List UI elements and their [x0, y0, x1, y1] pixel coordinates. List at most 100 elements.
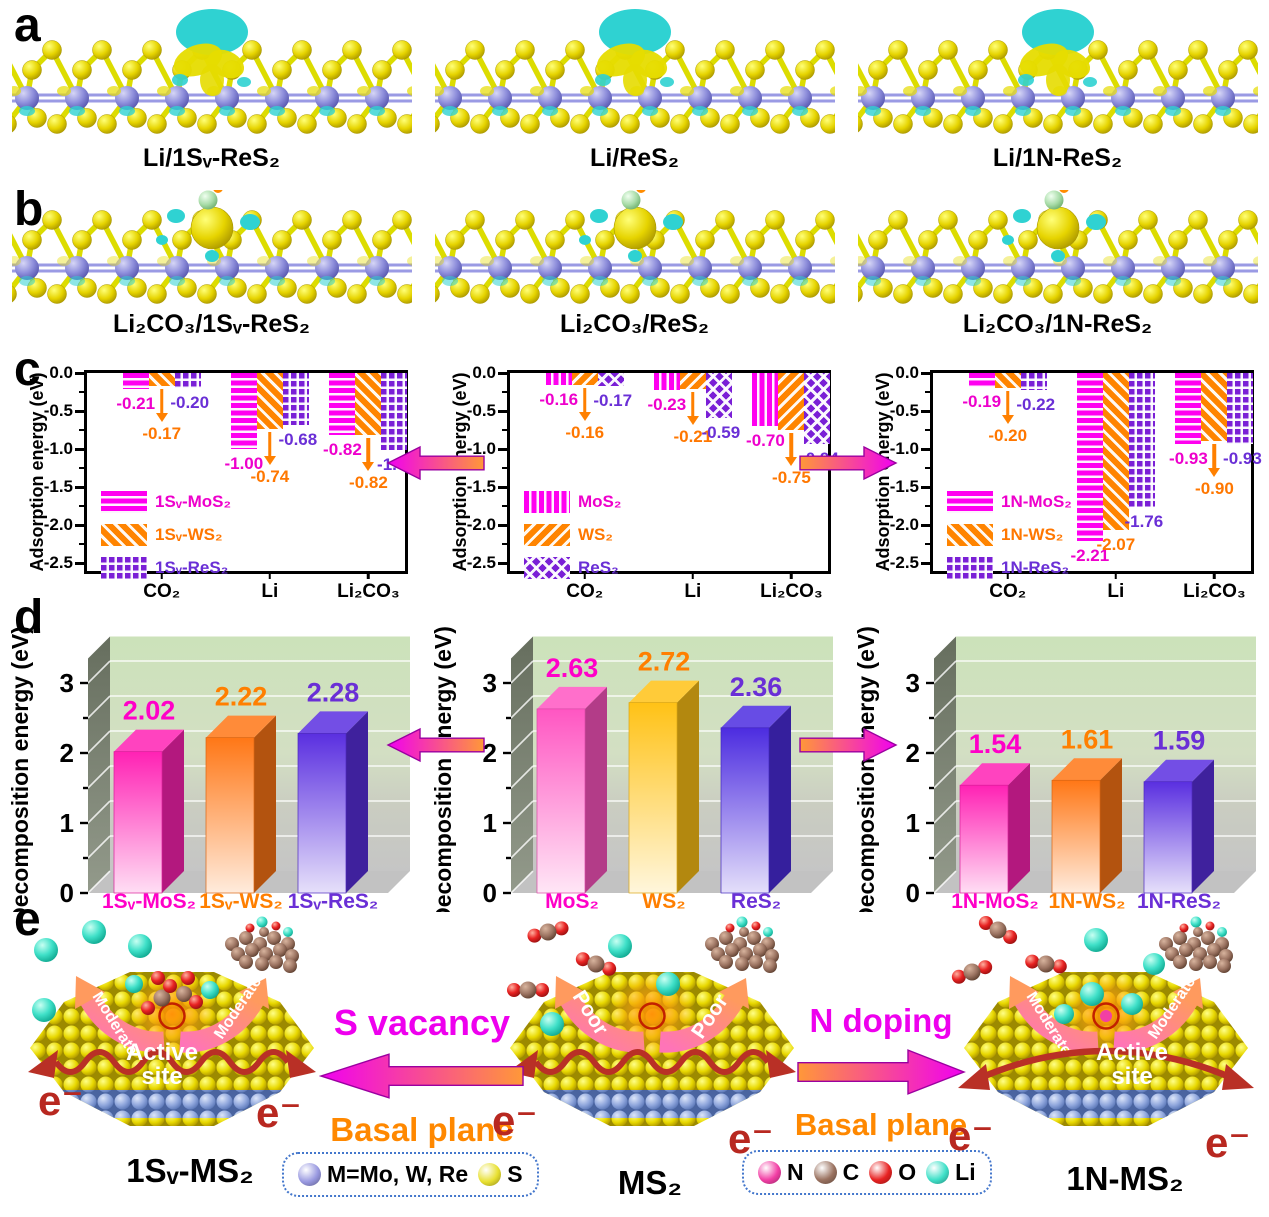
legend-entry-label: 1Sᵥ-ReS₂	[155, 558, 229, 577]
transform-arrow-left-icon	[386, 726, 486, 769]
transform-arrow-left-icon	[386, 444, 486, 487]
y-tick	[75, 372, 84, 375]
y-tick-label: -0.5	[889, 401, 919, 420]
carbon-cluster	[1159, 916, 1233, 973]
y-tick-label: -2.5	[43, 553, 73, 572]
legend-swatch	[947, 524, 993, 546]
bar	[1201, 373, 1228, 441]
bar-category-label: 1Sᵥ-MoS₂	[102, 890, 196, 912]
adsorbed-li2co3-cluster	[125, 971, 219, 1015]
down-arrow-icon	[789, 433, 794, 457]
legend-swatch	[101, 557, 147, 579]
transition-n-doping: N doping Basal plane	[788, 1002, 974, 1143]
y-tick	[498, 410, 507, 413]
y-tick	[502, 543, 507, 545]
y-tick	[79, 543, 84, 545]
structure-label: Li/ReS₂	[590, 144, 679, 172]
y-tick-label: -1.5	[889, 477, 919, 496]
bar-category-label: 1Sᵥ-WS₂	[199, 890, 282, 912]
metal-atoms	[437, 86, 812, 110]
isosurface-blobs	[857, 86, 1258, 116]
metal-atoms	[14, 256, 389, 280]
bar-value-label: 2.02	[123, 696, 176, 726]
transition-subtitle: Basal plane	[330, 1111, 514, 1148]
svg-text:site: site	[1111, 1063, 1152, 1090]
y-tick	[498, 448, 507, 451]
bar-category-label: 1Sᵥ-ReS₂	[288, 890, 379, 912]
y-tick	[925, 505, 930, 507]
bar	[355, 373, 382, 435]
y-tick	[498, 486, 507, 489]
bar	[148, 373, 175, 386]
x-category-label: Li₂CO₃	[1183, 581, 1246, 602]
down-arrow-icon	[1208, 468, 1221, 477]
down-arrow-icon	[578, 412, 591, 421]
transition-arrow-left-icon	[308, 1050, 536, 1107]
y-tick	[79, 391, 84, 393]
down-arrow-icon	[582, 388, 587, 412]
y-tick-label: 0.0	[49, 363, 73, 382]
bar-value-label: 1.59	[1153, 726, 1206, 756]
y-tick	[925, 429, 930, 431]
particle-name-ms2: MS₂	[617, 1164, 683, 1201]
bar	[968, 373, 995, 387]
bar-category-label: ReS₂	[731, 890, 781, 912]
li-atoms	[540, 934, 680, 1036]
legend-entry-label: 1Sᵥ-WS₂	[155, 525, 223, 544]
bar	[994, 373, 1021, 388]
y-tick-label: -1.5	[466, 477, 496, 496]
bar	[230, 373, 257, 449]
bar	[597, 373, 624, 386]
bar-value-label: -0.19	[962, 392, 1002, 411]
bar	[1227, 373, 1254, 444]
down-arrow-icon	[362, 462, 375, 471]
bar	[752, 373, 779, 426]
legend-item: S	[478, 1161, 523, 1188]
down-arrow-icon	[263, 456, 276, 465]
legend-swatch	[101, 524, 147, 546]
bar-value-label: -0.20	[988, 426, 1028, 445]
bar-value-label: 1.54	[969, 729, 1022, 759]
x-tick	[1213, 572, 1216, 579]
structure-panel-b2: Li₂CO₃/ReS₂	[423, 190, 846, 339]
x-category-label: CO₂	[989, 581, 1027, 602]
bar-value-label: -0.23	[647, 395, 687, 414]
y-tick-label: -2.0	[889, 515, 919, 534]
bar-value-label: -0.82	[323, 440, 362, 459]
charge-isosurface	[594, 9, 674, 96]
legend-swatch	[524, 557, 570, 579]
sulfur-atoms	[434, 40, 835, 134]
legend-entry-label: 1N-MoS₂	[1001, 492, 1072, 511]
y-tick	[79, 429, 84, 431]
svg-text:site: site	[141, 1063, 182, 1090]
y-tick	[921, 524, 930, 527]
legend-entry-label: 1N-ReS₂	[1001, 558, 1070, 577]
decomposition-3d-chart: 0 1 2 3 Decomposition energy (eV) 1.54 1N-Mo…	[853, 626, 1256, 924]
charge-isosurface	[1017, 9, 1097, 96]
bar	[653, 373, 680, 390]
y-tick	[79, 467, 84, 469]
structure-panel-a2: Li/ReS₂	[423, 6, 846, 173]
legend-entry-label: 1Sᵥ-MoS₂	[155, 492, 232, 511]
down-arrow-icon	[366, 438, 371, 462]
adsorbed-li2co3	[155, 190, 260, 262]
bar	[1128, 373, 1155, 507]
gradient-arrow-icon	[799, 727, 898, 763]
y-tick	[79, 505, 84, 507]
metal-atoms	[14, 86, 389, 110]
atom-sphere-icon	[926, 1161, 950, 1184]
y-tick	[502, 391, 507, 393]
electron-path-arrow	[958, 1047, 1254, 1090]
bar-category-label: WS₂	[642, 890, 685, 912]
legend-item-label: C	[842, 1159, 860, 1185]
legend-n-c-o-li: N C O Li	[742, 1150, 992, 1195]
y-tick-label: 0.0	[472, 363, 496, 382]
legend-entry-label: ReS₂	[578, 558, 619, 577]
y-tick-label: -1.0	[889, 439, 919, 458]
y-tick	[925, 467, 930, 469]
structure-panel-a1: Li/1Sᵥ-ReS₂	[0, 6, 423, 173]
active-site-marker	[1092, 1002, 1120, 1030]
active-site-marker	[158, 1002, 186, 1030]
legend-metal-sulfur: M=Mo, W, Re S	[282, 1152, 539, 1197]
